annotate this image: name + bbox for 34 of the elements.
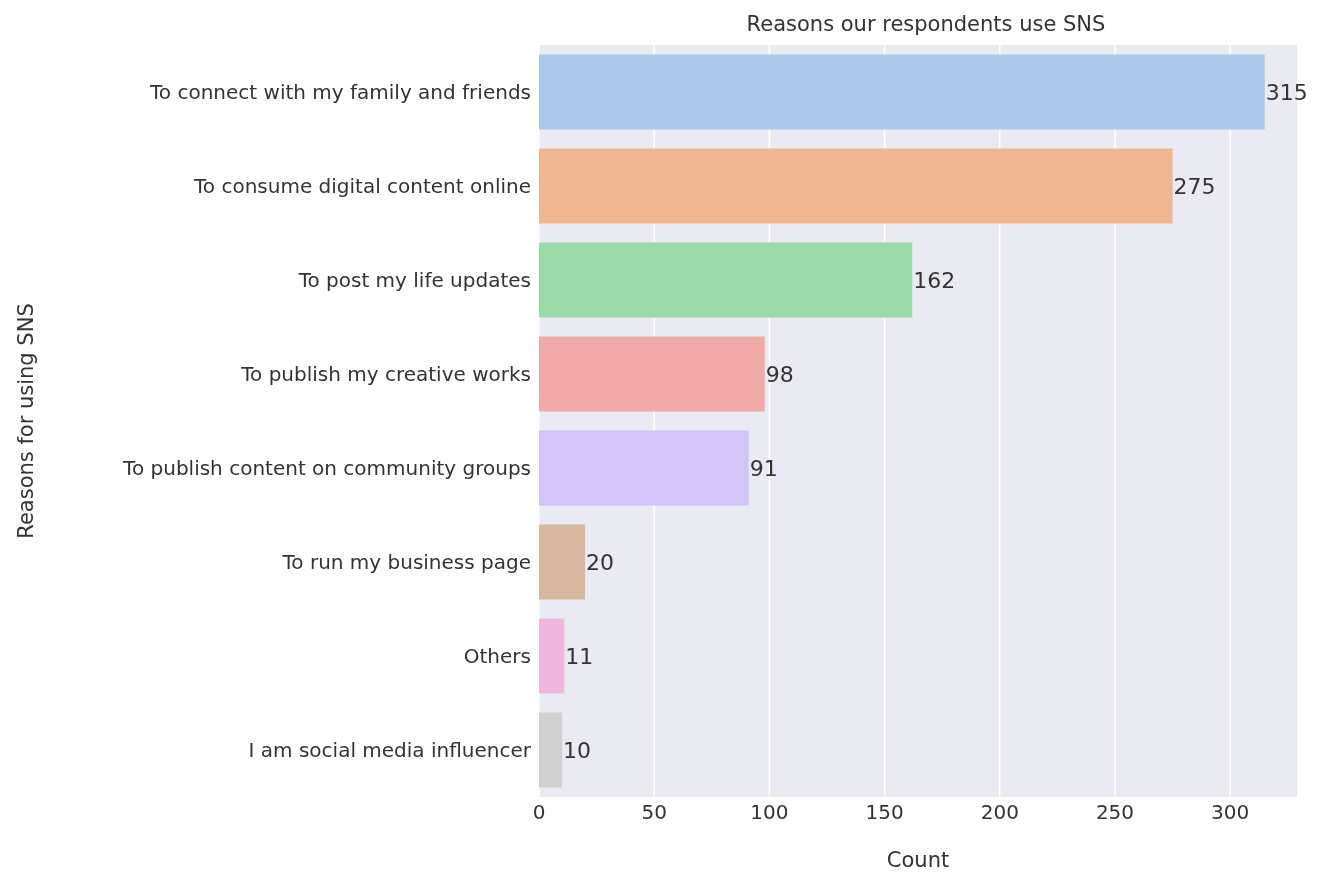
x-tick-label: 200: [980, 800, 1019, 825]
data-label: 11: [565, 643, 594, 669]
y-tick-label: To connect with my family and friends: [149, 80, 531, 105]
bar: [539, 524, 586, 600]
x-tick-label: 150: [865, 800, 904, 825]
bar: [539, 54, 1265, 130]
y-tick-label: I am social media influencer: [248, 738, 532, 763]
y-tick-label: To publish content on community groups: [122, 456, 531, 481]
data-label: 275: [1173, 173, 1216, 199]
y-axis-title: Reasons for using SNS: [14, 303, 39, 539]
x-tick-label: 250: [1095, 800, 1135, 825]
bar: [539, 430, 749, 506]
x-tick-label: 300: [1211, 800, 1250, 825]
data-label: 315: [1265, 79, 1308, 105]
data-label: 20: [586, 549, 615, 575]
y-tick-label: To run my business page: [281, 550, 531, 575]
bar: [539, 618, 565, 694]
bar: [539, 148, 1173, 224]
x-tick-label: 0: [532, 800, 546, 825]
data-label: 10: [563, 737, 592, 763]
x-tick-label: 50: [641, 800, 667, 825]
bar: [539, 336, 765, 412]
data-label: 91: [749, 455, 778, 481]
x-axis-title: Count: [886, 848, 950, 872]
data-label: 98: [765, 361, 794, 387]
y-tick-label: To publish my creative works: [240, 362, 531, 387]
y-tick-label: To post my life updates: [297, 268, 531, 293]
y-tick-label: Others: [463, 644, 531, 669]
bar: [539, 712, 563, 788]
bar: [539, 242, 913, 318]
data-label: 162: [913, 267, 956, 293]
chart-title: Reasons our respondents use SNS: [745, 12, 1107, 36]
x-tick-label: 100: [750, 800, 789, 825]
y-tick-label: To consume digital content online: [192, 174, 531, 199]
